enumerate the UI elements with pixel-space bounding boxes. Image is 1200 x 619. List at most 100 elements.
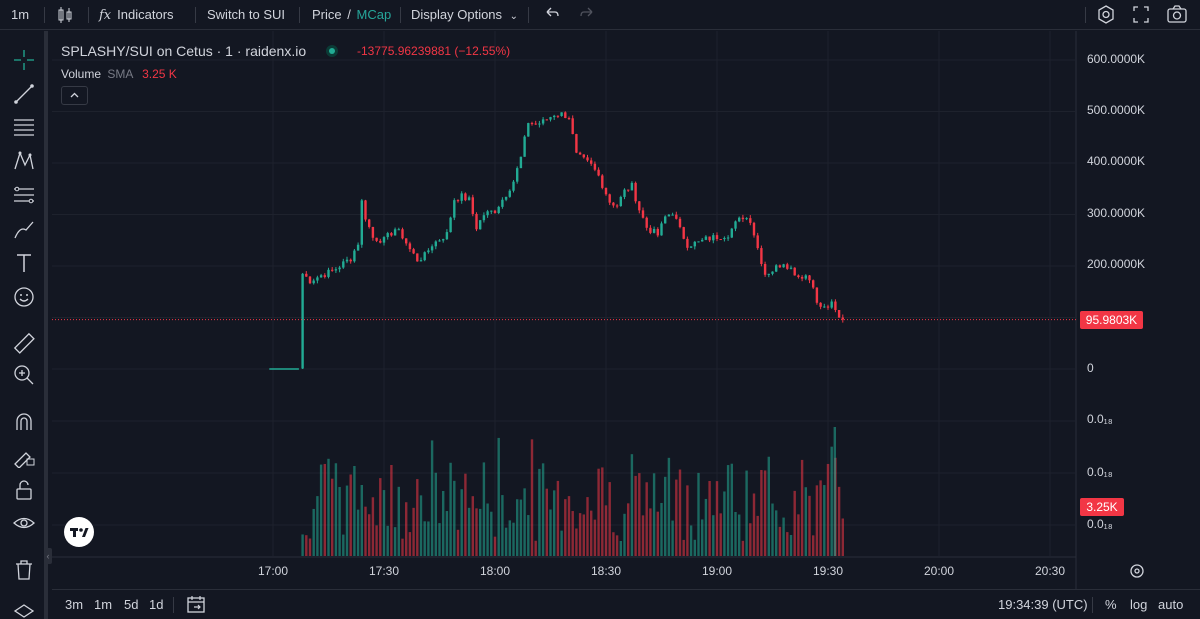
volume-bar (564, 499, 567, 556)
candle-body (675, 214, 678, 219)
brush-icon[interactable] (12, 218, 36, 242)
volume-bar (460, 489, 463, 556)
volume-bar (627, 503, 630, 556)
range-1d-button[interactable]: 1d (149, 597, 164, 612)
lock-drawing-icon[interactable] (12, 444, 36, 469)
trash-icon[interactable] (12, 558, 36, 582)
time-axis-label: 20:30 (1034, 564, 1066, 578)
toolbar-separator (1085, 7, 1086, 23)
axis-settings-icon[interactable] (1128, 562, 1146, 580)
redo-icon[interactable] (578, 0, 596, 30)
volume-bar (745, 470, 748, 556)
candle-type-icon[interactable] (55, 0, 75, 30)
candle-body (615, 205, 619, 207)
candle-body (701, 239, 704, 242)
candle-body (767, 273, 770, 275)
candle-body (438, 240, 441, 242)
percent-toggle[interactable]: % (1105, 597, 1117, 612)
volume-bar (830, 446, 833, 556)
candle-body (682, 227, 685, 239)
log-toggle[interactable]: log (1130, 597, 1148, 612)
candle-body (434, 241, 437, 247)
candle-body (545, 119, 548, 121)
time-axis-label: 18:30 (590, 564, 622, 578)
volume-bar (630, 454, 634, 556)
eye-icon[interactable] (12, 511, 36, 535)
utc-clock[interactable]: 19:34:39 (UTC) (998, 597, 1088, 612)
range-5d-button[interactable]: 5d (124, 597, 139, 612)
candle-body (342, 261, 345, 268)
auto-toggle[interactable]: auto (1158, 597, 1184, 612)
unlock-icon[interactable] (12, 478, 36, 502)
volume-bar (823, 485, 826, 556)
range-3m-button[interactable]: 3m (65, 597, 84, 612)
text-tool-icon[interactable] (12, 251, 36, 275)
pane-collapse-handle[interactable]: ‹ (44, 548, 52, 564)
candle-body (486, 211, 489, 216)
candle-body (453, 200, 456, 218)
candle-body (408, 243, 412, 250)
candle-body (493, 210, 497, 214)
price-axis-label: 600.0000K (1087, 52, 1146, 66)
volume-bar (501, 495, 504, 556)
candle-body (556, 115, 560, 117)
candle-body (379, 240, 382, 243)
volume-bar (301, 534, 304, 556)
candle-body (678, 218, 682, 228)
emoji-icon[interactable] (12, 285, 36, 309)
layers-icon[interactable] (12, 601, 36, 619)
pattern-icon[interactable] (12, 149, 36, 173)
volume-bar (763, 470, 767, 556)
candle-body (456, 200, 460, 202)
switch-to-sui-button[interactable]: Switch to SUI (207, 7, 286, 22)
volume-bar (471, 496, 474, 556)
undo-icon[interactable] (543, 0, 561, 30)
display-options-button[interactable]: Display Options ⌄ (411, 0, 518, 30)
candle-body (789, 267, 793, 269)
volume-bar (634, 475, 637, 556)
settings-gear-icon[interactable] (1096, 0, 1116, 30)
interval-button[interactable]: 1m (11, 7, 30, 22)
volume-bar (590, 510, 593, 556)
volume-bar (356, 509, 360, 556)
candle-body (508, 190, 511, 197)
tradingview-logo[interactable] (64, 517, 94, 547)
candle-body (338, 267, 341, 270)
volume-bar (342, 534, 345, 556)
toolbar-separator (44, 7, 45, 23)
indicators-button[interactable]: fx Indicators (99, 0, 174, 30)
volume-bar (319, 464, 323, 556)
candle-body (686, 238, 689, 248)
horizontal-lines-icon[interactable] (12, 115, 36, 139)
crosshair-icon[interactable] (12, 48, 36, 72)
sma-label: SMA (107, 67, 133, 81)
volume-bar (767, 456, 770, 556)
volume-bar (327, 458, 330, 556)
price-change-value: -13775.96239881 (−12.55%) (357, 44, 511, 58)
candle-body (442, 239, 445, 241)
candle-body (715, 235, 719, 240)
candle-body (497, 206, 500, 214)
fullscreen-icon[interactable] (1131, 0, 1151, 30)
volume-bar (771, 503, 774, 556)
volume-bar (793, 490, 796, 556)
ruler-icon[interactable] (12, 331, 36, 355)
volume-bar (652, 473, 656, 556)
candle-body (564, 112, 567, 119)
candle-body (823, 306, 826, 308)
camera-icon[interactable] (1166, 0, 1188, 30)
zoom-in-icon[interactable] (12, 363, 36, 387)
candle-body (726, 237, 730, 239)
candle-body (667, 214, 671, 217)
magnet-icon[interactable] (12, 410, 36, 434)
volume-bar (689, 525, 693, 556)
price-mcap-toggle[interactable]: Price / MCap (312, 0, 391, 30)
fib-tool-icon[interactable] (12, 183, 36, 207)
collapse-legend-button[interactable] (61, 86, 88, 105)
status-dot-icon (326, 45, 338, 57)
trend-line-icon[interactable] (12, 82, 36, 106)
candle-body (516, 168, 519, 182)
date-range-icon[interactable] (186, 590, 206, 619)
range-1m-button[interactable]: 1m (94, 597, 113, 612)
